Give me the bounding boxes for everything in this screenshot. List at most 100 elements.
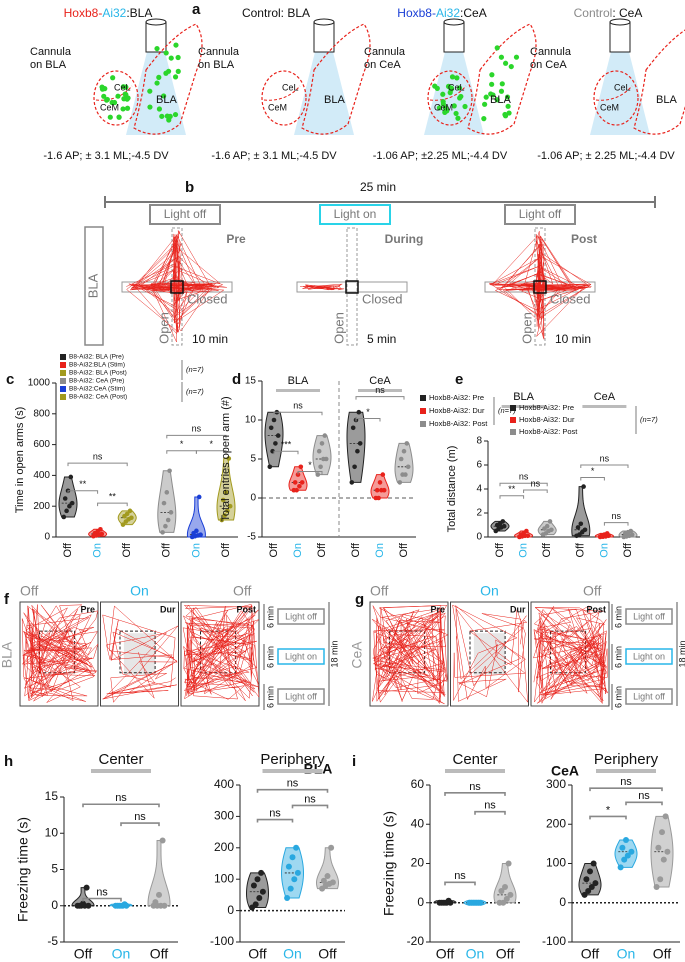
cell — [109, 99, 115, 106]
y-tick-label: 300 — [546, 777, 566, 791]
legend-label: Hoxb8-Ai32: Pre — [519, 403, 574, 412]
light-cone — [424, 52, 484, 135]
data-point — [196, 494, 202, 500]
schedule-box-label: Light off — [633, 611, 665, 621]
legend-label: B8-Ai32: CeA (Post) — [69, 394, 127, 401]
schedule-time: 6 min — [613, 686, 623, 708]
data-point — [623, 836, 629, 843]
panel-label: a — [192, 1, 201, 18]
data-point — [223, 490, 229, 495]
cell — [120, 106, 126, 112]
y-tick-label: 0 — [476, 532, 482, 543]
significance-label: ns — [93, 451, 103, 461]
legend-marker — [420, 421, 426, 427]
data-point — [83, 884, 90, 891]
y-tick-label: 8 — [476, 436, 482, 447]
panel-label: c — [6, 371, 14, 388]
cannula-label: on BLA — [30, 59, 67, 71]
cell — [494, 97, 500, 103]
region-label: CeM — [268, 102, 287, 112]
cannula-top — [313, 18, 335, 26]
cell — [451, 103, 457, 109]
data-point — [585, 887, 592, 894]
track — [182, 604, 260, 702]
data-point — [164, 490, 170, 495]
phase-box-label: Light on — [334, 207, 377, 221]
data-point — [405, 464, 411, 470]
cell — [454, 75, 460, 81]
chart-title: Periphery — [594, 751, 659, 768]
data-point — [294, 487, 299, 493]
group-bar — [501, 405, 546, 408]
region-box — [84, 226, 104, 346]
x-tick-label: Off — [350, 542, 362, 557]
significance-label: ns — [611, 511, 621, 521]
data-point — [500, 899, 507, 906]
schedule-box — [625, 648, 673, 665]
significance-label: ** — [79, 479, 87, 489]
y-tick-label: -100 — [542, 934, 566, 948]
y-axis-label: Total distance (m) — [446, 446, 458, 533]
cannula-label: on BLA — [198, 59, 235, 71]
data-point — [273, 441, 278, 446]
data-point — [161, 902, 168, 909]
x-tick-label: Off — [161, 542, 173, 557]
cell — [462, 103, 468, 110]
violin — [571, 486, 591, 537]
data-point — [381, 487, 387, 493]
data-point — [581, 484, 586, 489]
region-label: CeL — [448, 82, 465, 92]
y-tick-label: 15 — [45, 789, 59, 803]
phase-box-label: Light off — [519, 207, 562, 221]
significance-label: ns — [638, 790, 650, 802]
y-tick-label: 60 — [411, 777, 425, 791]
data-point — [653, 884, 660, 891]
data-point — [294, 869, 301, 876]
closed-label: Closed — [187, 291, 227, 306]
title-part: Ai32 — [102, 6, 126, 20]
legend-label: B8-Ai32:CeA (Stim) — [69, 386, 125, 393]
cel-cem-border — [429, 85, 467, 101]
legend-note: (n=7) — [498, 406, 516, 415]
y-tick-label: -5 — [247, 532, 256, 543]
schedule-box-label: Light off — [285, 691, 317, 701]
cea-outline — [593, 70, 639, 126]
legend-label: Hoxb8-Ai32: Post — [519, 427, 578, 436]
significance-label: * — [180, 439, 184, 449]
data-point — [99, 531, 105, 537]
x-tick-label: On — [598, 543, 610, 558]
x-tick-label: On — [518, 543, 530, 558]
cell — [455, 115, 461, 121]
cannula-label: on CeA — [530, 59, 567, 71]
x-tick-label: Off — [436, 946, 455, 962]
bla-outline — [133, 23, 203, 135]
data-point — [80, 900, 86, 907]
significance-bracket — [195, 450, 227, 454]
significance-bracket — [444, 881, 476, 886]
cell — [167, 113, 173, 119]
legend-label: B8-Ai32: CeA (Pre) — [69, 378, 124, 385]
significance-bracket — [589, 787, 663, 792]
data-point — [168, 510, 174, 515]
cell — [481, 116, 487, 122]
data-point — [85, 902, 92, 909]
title-part: : CeA — [612, 6, 642, 20]
region-label: CeL — [114, 82, 131, 92]
significance-label: ns — [134, 811, 146, 823]
significance-label: ns — [620, 776, 632, 788]
cell — [440, 101, 446, 107]
cell — [482, 101, 488, 107]
open-label: Open — [156, 312, 171, 344]
schedule-box — [625, 688, 673, 705]
y-tick-label: 100 — [546, 856, 566, 870]
data-point — [198, 532, 203, 537]
significance-bracket — [580, 464, 629, 468]
title-part: :BLA — [126, 6, 152, 20]
cell — [508, 63, 514, 70]
data-point — [64, 508, 69, 514]
region-label: CeL — [282, 82, 299, 92]
region-label: BLA — [490, 94, 511, 106]
data-point — [293, 844, 300, 851]
significance-bracket — [603, 522, 629, 526]
